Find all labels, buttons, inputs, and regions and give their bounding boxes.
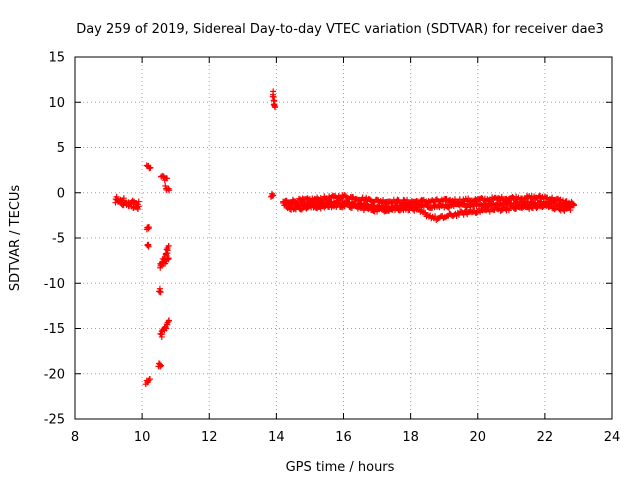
data-point: [498, 193, 505, 200]
x-tick-label: 8: [71, 430, 79, 445]
data-point: [165, 243, 172, 249]
data-point: [166, 187, 173, 194]
data-point: [298, 206, 305, 213]
grid: [75, 57, 612, 419]
data-point: [549, 194, 556, 201]
data-point: [156, 361, 163, 368]
data-point: [444, 204, 451, 211]
data-point: [156, 288, 163, 295]
data-point: [113, 193, 120, 200]
data-point: [461, 200, 468, 207]
data-point: [165, 256, 172, 263]
data-point: [272, 104, 279, 111]
x-axis-label: GPS time / hours: [286, 460, 395, 475]
y-tick-label: 5: [57, 141, 65, 156]
x-tick-label: 20: [469, 430, 486, 445]
data-point: [501, 204, 508, 211]
y-tick-label: -5: [52, 232, 65, 247]
data-point: [157, 362, 164, 369]
data-point: [120, 195, 127, 202]
data-point: [135, 198, 142, 205]
x-tick-label: 14: [268, 430, 285, 445]
y-tick-label: 15: [48, 51, 65, 66]
x-tick-label: 16: [335, 430, 352, 445]
data-point: [146, 224, 153, 231]
data-point: [166, 317, 173, 324]
data-point: [145, 243, 152, 250]
y-tick-label: 10: [48, 96, 65, 111]
data-point: [460, 211, 467, 218]
data-point: [134, 201, 141, 208]
data-point: [164, 175, 171, 182]
y-axis-label: SDTVAR / TECUs: [8, 185, 23, 292]
x-tick-label: 12: [201, 430, 218, 445]
data-point: [164, 247, 171, 254]
y-tick-label: 0: [57, 186, 65, 201]
y-tick-label: -20: [44, 367, 65, 382]
data-point: [570, 201, 577, 208]
x-tick-label: 24: [604, 430, 621, 445]
data-point: [146, 376, 153, 383]
y-tick-label: -25: [44, 413, 65, 428]
y-tick-label: -10: [44, 277, 65, 292]
data-point: [317, 205, 324, 212]
data-point: [147, 164, 154, 171]
data-point: [558, 203, 565, 210]
data-point: [567, 207, 574, 214]
data-point: [165, 255, 172, 262]
axis-ticks: 8 10 12 14 16 18 20 22 24 -25 -20 -15 -10 -5 0 5 10 15: [44, 51, 621, 446]
x-tick-label: 18: [402, 430, 419, 445]
data-point: [159, 172, 166, 179]
data-point: [569, 202, 576, 209]
data-point: [473, 209, 480, 216]
x-tick-label: 22: [537, 430, 554, 445]
data-point: [404, 196, 411, 203]
data-points: [112, 88, 577, 388]
y-tick-label: -15: [44, 322, 65, 337]
x-tick-label: 10: [134, 430, 151, 445]
data-point: [269, 192, 276, 199]
chart-title: Day 259 of 2019, Sidereal Day-to-day VTE…: [76, 22, 604, 37]
data-point: [366, 196, 373, 203]
